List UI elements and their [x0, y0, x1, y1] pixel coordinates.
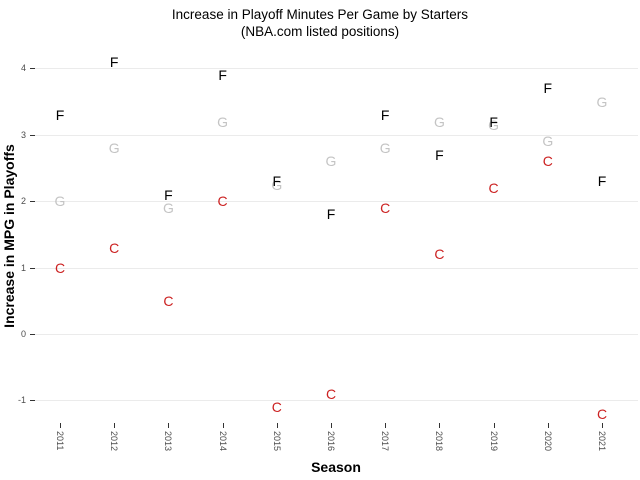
x-tick-mark-2020 [547, 423, 549, 428]
x-tick-mark-2011 [60, 423, 61, 428]
plot-panel [35, 47, 638, 423]
data-point-C-2021: C [596, 405, 608, 422]
data-point-F-2018: F [435, 146, 444, 163]
gridline-y-4 [35, 68, 638, 70]
data-point-G-2012: G [108, 140, 120, 157]
data-point-G-2013: G [162, 199, 174, 216]
y-tick-mark-3 [30, 134, 35, 136]
data-point-C-2017: C [380, 199, 391, 216]
data-point-G-2014: G [217, 113, 229, 130]
y-axis-title: Increase in MPG in Playoffs [1, 144, 17, 328]
data-point-C-2013: C [163, 292, 174, 309]
x-tick-mark-2019 [493, 423, 495, 428]
y-tick-label-4: 4 [20, 63, 26, 74]
data-point-C-2015: C [271, 399, 282, 416]
y-tick-mark-2 [30, 201, 35, 203]
gridline-y-2 [35, 201, 638, 203]
y-tick-mark-4 [30, 68, 35, 70]
data-point-G-2020: G [542, 133, 554, 150]
data-point-C-2018: C [434, 246, 445, 263]
y-tick-label-3: 3 [20, 129, 26, 140]
data-point-F-2017: F [380, 106, 390, 123]
data-point-F-2019: F [489, 113, 498, 130]
data-point-F-2012: F [109, 53, 119, 70]
data-point-G-2019: G [488, 116, 500, 133]
x-tick-mark-2014 [222, 423, 224, 428]
gridline-y--1 [35, 400, 638, 402]
y-tick-label--1: -1 [17, 395, 26, 406]
data-point-C-2014: C [217, 193, 228, 210]
x-tick-mark-2012 [114, 423, 116, 428]
data-point-G-2021: G [596, 93, 608, 110]
x-tick-mark-2013 [168, 423, 170, 428]
x-tick-mark-2018 [439, 423, 441, 428]
data-point-F-2021: F [597, 173, 607, 190]
y-tick-mark-1 [30, 267, 35, 269]
data-point-F-2020: F [543, 80, 553, 97]
data-point-G-2015: G [271, 176, 283, 193]
x-tick-mark-2021 [602, 423, 603, 428]
data-point-C-2016: C [325, 385, 337, 402]
gridline-y-0 [35, 334, 638, 335]
data-point-G-2011: G [54, 193, 66, 210]
data-point-G-2016: G [325, 153, 337, 170]
chart-subtitle: (NBA.com listed positions) [240, 24, 400, 39]
y-tick-mark-0 [30, 334, 35, 335]
x-axis-title: Season [311, 459, 361, 475]
data-point-F-2013: F [164, 186, 173, 203]
x-tick-mark-2016 [331, 423, 332, 428]
y-tick-label-1: 1 [20, 262, 26, 273]
gridline-y-3 [35, 134, 638, 136]
chart-title: Increase in Playoff Minutes Per Game by … [171, 7, 469, 22]
x-tick-mark-2017 [385, 423, 387, 428]
y-tick-label-2: 2 [20, 196, 26, 207]
data-point-F-2014: F [218, 67, 227, 84]
data-point-G-2017: G [379, 140, 391, 157]
gridline-y-1 [35, 267, 638, 269]
data-point-C-2020: C [542, 153, 553, 170]
data-point-C-2019: C [488, 179, 499, 196]
x-tick-mark-2015 [276, 423, 278, 428]
data-point-C-2011: C [54, 259, 66, 276]
data-point-F-2015: F [272, 173, 282, 190]
data-point-G-2018: G [433, 113, 445, 130]
y-tick-label-0: 0 [20, 329, 26, 339]
data-point-F-2016: F [326, 206, 336, 223]
data-point-C-2012: C [109, 239, 120, 256]
data-point-F-2011: F [55, 106, 65, 123]
y-tick-mark--1 [30, 400, 35, 402]
